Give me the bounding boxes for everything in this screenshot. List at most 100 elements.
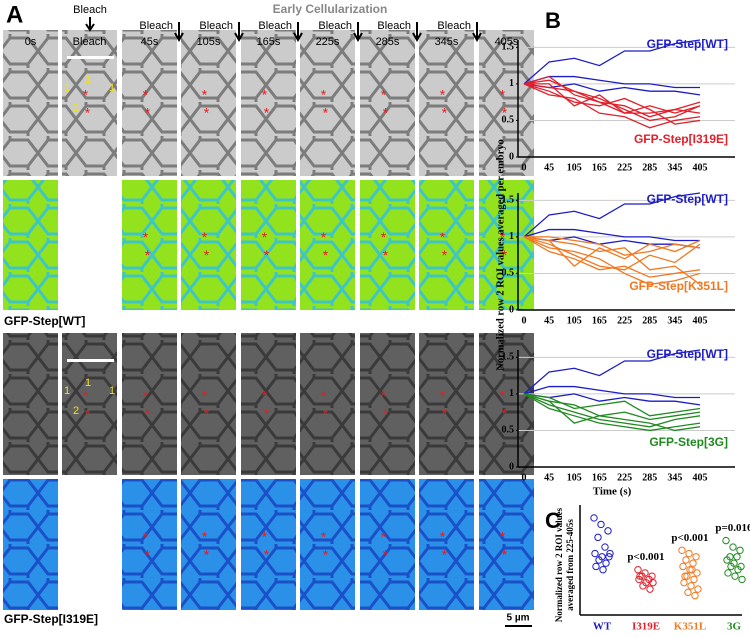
y-axis-label: averaged from 225-405s xyxy=(565,519,575,611)
x-tick-label: 45 xyxy=(544,472,554,483)
y-tick-label: 1 xyxy=(509,78,514,89)
data-point xyxy=(634,566,642,574)
bleach-marker: * xyxy=(83,388,89,404)
data-point xyxy=(686,566,694,574)
bleach-marker: * xyxy=(500,388,506,404)
panel-label: A xyxy=(6,1,23,28)
bleach-marker: * xyxy=(204,406,210,422)
micrograph xyxy=(360,333,415,475)
data-line xyxy=(523,236,701,278)
data-point xyxy=(635,575,643,584)
data-point xyxy=(679,562,687,571)
data-point xyxy=(736,546,744,554)
micrograph xyxy=(181,180,236,310)
series-label: GFP-Step[WT] xyxy=(647,192,728,206)
time-label: 405s xyxy=(495,36,519,48)
bleach-marker: * xyxy=(143,529,149,545)
bleach-marker: * xyxy=(321,229,327,245)
micrograph xyxy=(122,30,177,176)
micrograph xyxy=(360,30,415,176)
micrograph xyxy=(122,479,177,610)
data-point xyxy=(692,553,700,561)
data-line xyxy=(523,192,701,238)
bleach-marker: * xyxy=(442,247,448,263)
bleach-marker: * xyxy=(262,86,268,102)
micrograph xyxy=(241,479,296,610)
data-line xyxy=(523,236,701,249)
data-line xyxy=(523,236,701,286)
data-point xyxy=(682,556,690,564)
x-tick-label: 405 xyxy=(693,315,708,326)
roi-label: 1 xyxy=(85,377,91,389)
x-tick-label: 225 xyxy=(617,162,632,173)
micrograph xyxy=(241,333,296,475)
data-point xyxy=(685,549,693,558)
bleach-marker: * xyxy=(321,86,327,102)
x-tick-label: 165 xyxy=(592,472,607,483)
x-axis-label: Time (s) xyxy=(593,486,632,498)
bleach-marker: * xyxy=(264,547,270,563)
bleach-marker: * xyxy=(204,247,210,263)
bleach-label: Bleach xyxy=(139,20,173,32)
time-label: 45s xyxy=(141,36,159,48)
data-point xyxy=(684,588,692,597)
x-tick-label: K351L xyxy=(674,621,706,633)
bleach-arrow xyxy=(234,22,244,43)
data-line xyxy=(523,393,701,406)
bleach-marker: * xyxy=(323,104,329,120)
row-label: GFP-Step[I319E] xyxy=(4,612,98,626)
bleach-arrow xyxy=(412,22,422,43)
x-tick-label: 165 xyxy=(592,315,607,326)
data-point xyxy=(678,546,686,554)
data-line xyxy=(523,39,701,85)
bleach-marker: * xyxy=(440,229,446,245)
roi-label: 1 xyxy=(109,82,115,94)
bleach-marker: * xyxy=(264,247,270,263)
series-label: GFP-Step[I319E] xyxy=(634,132,728,146)
data-line xyxy=(523,349,701,395)
y-tick-label: 0.5 xyxy=(502,115,515,126)
micrograph xyxy=(241,180,296,310)
roi-label: 1 xyxy=(64,82,70,94)
micrograph xyxy=(3,30,58,176)
bleach-marker: * xyxy=(381,86,387,102)
data-point xyxy=(599,566,607,574)
bleach-marker: * xyxy=(264,104,270,120)
roi-label: 2 xyxy=(73,405,79,417)
data-point xyxy=(594,533,602,542)
bleach-label: Bleach xyxy=(377,20,411,32)
bleach-marker: * xyxy=(145,104,151,120)
micrograph xyxy=(419,333,474,475)
y-tick-label: 0 xyxy=(509,151,514,162)
x-tick-label: 45 xyxy=(544,162,554,173)
micrograph xyxy=(300,479,355,610)
x-tick-label: 0 xyxy=(522,315,527,326)
bleach-label: Bleach xyxy=(437,20,471,32)
data-point xyxy=(723,556,731,564)
data-point xyxy=(734,566,742,574)
time-label: 225s xyxy=(316,36,340,48)
y-tick-label: 1.5 xyxy=(502,42,515,53)
bleach-marker: * xyxy=(442,547,448,563)
micrograph xyxy=(181,479,236,610)
bleach-marker: * xyxy=(502,104,508,120)
scale-label: 5 µm xyxy=(507,613,530,624)
data-point xyxy=(690,575,698,584)
x-tick-label: 165 xyxy=(592,162,607,173)
bleach-marker: * xyxy=(204,547,210,563)
data-line xyxy=(523,393,701,428)
bleach-label: Bleach xyxy=(199,20,233,32)
bleach-marker: * xyxy=(145,406,151,422)
bleach-marker: * xyxy=(264,406,270,422)
data-point xyxy=(680,578,688,587)
bleach-marker: * xyxy=(440,529,446,545)
data-point xyxy=(636,572,644,580)
data-point xyxy=(722,536,730,545)
bleach-marker: * xyxy=(145,247,151,263)
data-line xyxy=(523,385,700,399)
micrograph xyxy=(62,30,117,176)
bleach-marker: * xyxy=(442,406,448,422)
bleach-marker: * xyxy=(83,86,89,102)
data-point xyxy=(729,543,737,551)
data-line xyxy=(524,83,701,114)
